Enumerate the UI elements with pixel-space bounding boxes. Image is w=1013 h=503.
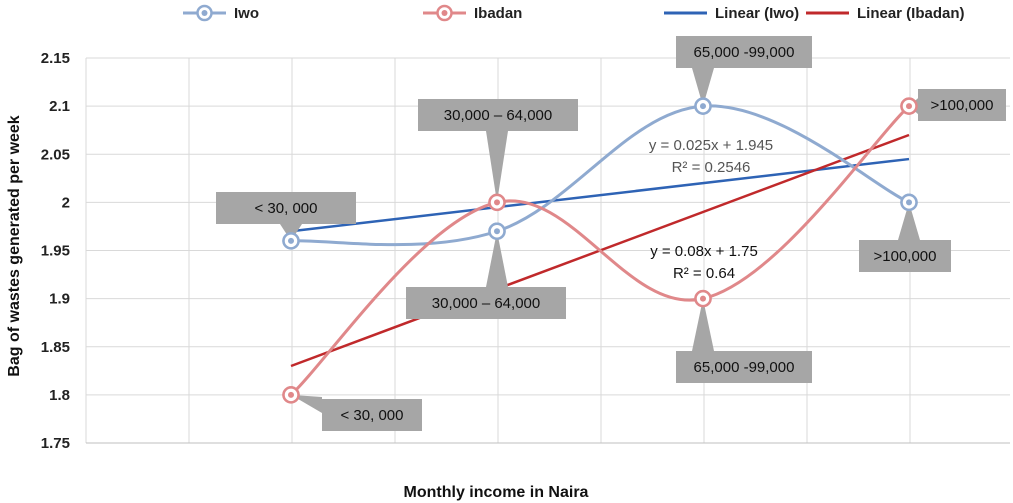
callout-pointer (692, 298, 714, 351)
legend-marker-dot (201, 10, 208, 16)
callout-pointer (486, 131, 508, 203)
x-axis-title: Monthly income in Naira (404, 484, 589, 501)
callout-box (406, 287, 566, 319)
callout-box (418, 99, 578, 131)
legend-label: Linear (Iwo) (715, 5, 799, 22)
y-tick-label: 2.15 (41, 50, 70, 67)
trendline (290, 157, 910, 233)
y-tick-label: 1.85 (41, 339, 70, 356)
y-axis-ticks: 1.75 1.8 1.85 1.9 1.95 2 2.05 2.1 2.15 (41, 50, 70, 452)
data-point-dot (700, 295, 706, 302)
callout-box (918, 89, 1006, 121)
legend-label: Iwo (234, 5, 259, 22)
y-tick-label: 2 (62, 194, 70, 211)
data-callouts: < 30, 000 30,000 – 64,000 65,000 -99,000 >1… (216, 36, 1006, 431)
series-lines (289, 104, 911, 396)
trend-equation: y = 0.08x + 1.75 (650, 243, 758, 260)
callout-label: < 30, 000 (255, 200, 318, 217)
legend-item: Iwo (183, 4, 259, 22)
data-point-dot (494, 228, 500, 235)
callout-pointer (898, 202, 920, 240)
legend-item: Linear (Iwo) (664, 5, 799, 22)
y-tick-label: 2.05 (41, 146, 70, 163)
callout-box (859, 240, 951, 272)
callout-box (676, 36, 812, 68)
callout-box (322, 399, 422, 431)
callout-label: >100,000 (874, 248, 937, 265)
y-tick-label: 2.1 (49, 98, 70, 115)
trend-equation: y = 0.025x + 1.945 (649, 137, 773, 154)
callout-pointer (291, 394, 322, 413)
callout: 65,000 -99,000 (676, 36, 812, 107)
callout-label: < 30, 000 (341, 407, 404, 424)
callout-pointer (692, 68, 714, 107)
y-tick-label: 1.9 (49, 291, 70, 308)
y-tick-label: 1.75 (41, 435, 70, 452)
legend-item: Ibadan (423, 4, 522, 22)
y-tick-label: 1.8 (49, 387, 70, 404)
trend-r-squared: R² = 0.2546 (672, 159, 751, 176)
legend-item: Linear (Ibadan) (806, 5, 965, 22)
data-point-dot (906, 103, 912, 110)
callout-pointer (486, 231, 508, 287)
data-point-dot (288, 237, 294, 244)
series-line (290, 104, 910, 247)
callout: >100,000 (909, 89, 1006, 121)
callout-box (216, 192, 356, 224)
trend-r-squared: R² = 0.64 (673, 265, 735, 282)
trend-equations: y = 0.025x + 1.945 R² = 0.2546 y = 0.08x +… (649, 137, 773, 282)
data-point-dot (700, 103, 706, 110)
callout: < 30, 000 (291, 394, 422, 431)
callout-label: 30,000 – 64,000 (432, 295, 540, 312)
callout: 30,000 – 64,000 (418, 99, 578, 203)
callout-label: 65,000 -99,000 (694, 359, 795, 376)
data-point-dot (288, 391, 294, 398)
y-axis-title: Bag of wastes generated per week (6, 115, 23, 377)
callout-label: >100,000 (931, 97, 994, 114)
legend: Iwo Ibadan Linear (Iwo) Linear (Ibadan) (183, 4, 965, 22)
legend-label: Ibadan (474, 5, 522, 22)
legend-label: Linear (Ibadan) (857, 5, 965, 22)
callout: 65,000 -99,000 (676, 298, 812, 383)
callout-label: 30,000 – 64,000 (444, 107, 552, 124)
data-point-dot (906, 199, 912, 206)
callout: < 30, 000 (216, 192, 356, 241)
series-line (289, 105, 911, 396)
callout: >100,000 (859, 202, 951, 272)
callout-box (676, 351, 812, 383)
callout: 30,000 – 64,000 (406, 231, 566, 319)
y-tick-label: 1.95 (41, 243, 70, 260)
callout-label: 65,000 -99,000 (694, 44, 795, 61)
data-point-dot (494, 199, 500, 206)
legend-marker-dot (441, 10, 448, 16)
